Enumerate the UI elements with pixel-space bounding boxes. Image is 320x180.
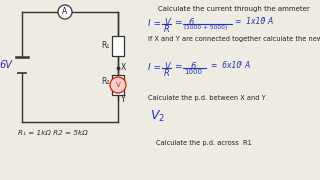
Text: 6V: 6V [0, 60, 12, 70]
Text: R: R [164, 69, 170, 78]
Circle shape [58, 5, 72, 19]
Text: I =: I = [148, 19, 161, 28]
Text: V: V [150, 109, 158, 122]
Text: -3: -3 [238, 61, 243, 66]
Text: V: V [164, 62, 170, 71]
Text: Calculate the current through the ammeter: Calculate the current through the ammete… [158, 6, 310, 12]
Text: A: A [244, 60, 249, 69]
Text: =  1x10: = 1x10 [235, 17, 265, 26]
Text: =: = [174, 62, 181, 71]
Text: 6: 6 [190, 62, 196, 71]
Text: =  6x10: = 6x10 [211, 60, 241, 69]
Text: -3: -3 [261, 17, 266, 22]
Text: R₁ = 1kΩ R2 = 5kΩ: R₁ = 1kΩ R2 = 5kΩ [18, 130, 88, 136]
Text: I =: I = [148, 62, 161, 71]
Text: Y: Y [121, 96, 126, 105]
Text: V: V [116, 82, 120, 88]
Text: If X and Y are connected together calculate the new current: If X and Y are connected together calcul… [148, 36, 320, 42]
Text: 6: 6 [188, 18, 193, 27]
Text: R₂: R₂ [101, 76, 110, 86]
Text: =: = [174, 19, 181, 28]
Text: A: A [267, 17, 272, 26]
Text: 1000: 1000 [184, 69, 202, 75]
Circle shape [110, 77, 126, 93]
Text: R₁: R₁ [102, 42, 110, 51]
Text: (1000 + 5000): (1000 + 5000) [184, 25, 227, 30]
Text: X: X [121, 64, 126, 73]
Text: R: R [164, 25, 170, 34]
Text: Calculate the p.d. across  R1: Calculate the p.d. across R1 [156, 140, 252, 146]
Text: A: A [62, 8, 68, 17]
Bar [112, 36, 124, 56]
Text: Calculate the p.d. between X and Y: Calculate the p.d. between X and Y [148, 95, 266, 101]
Text: V: V [164, 18, 170, 27]
Text: 2: 2 [158, 114, 163, 123]
Bar [112, 75, 124, 95]
